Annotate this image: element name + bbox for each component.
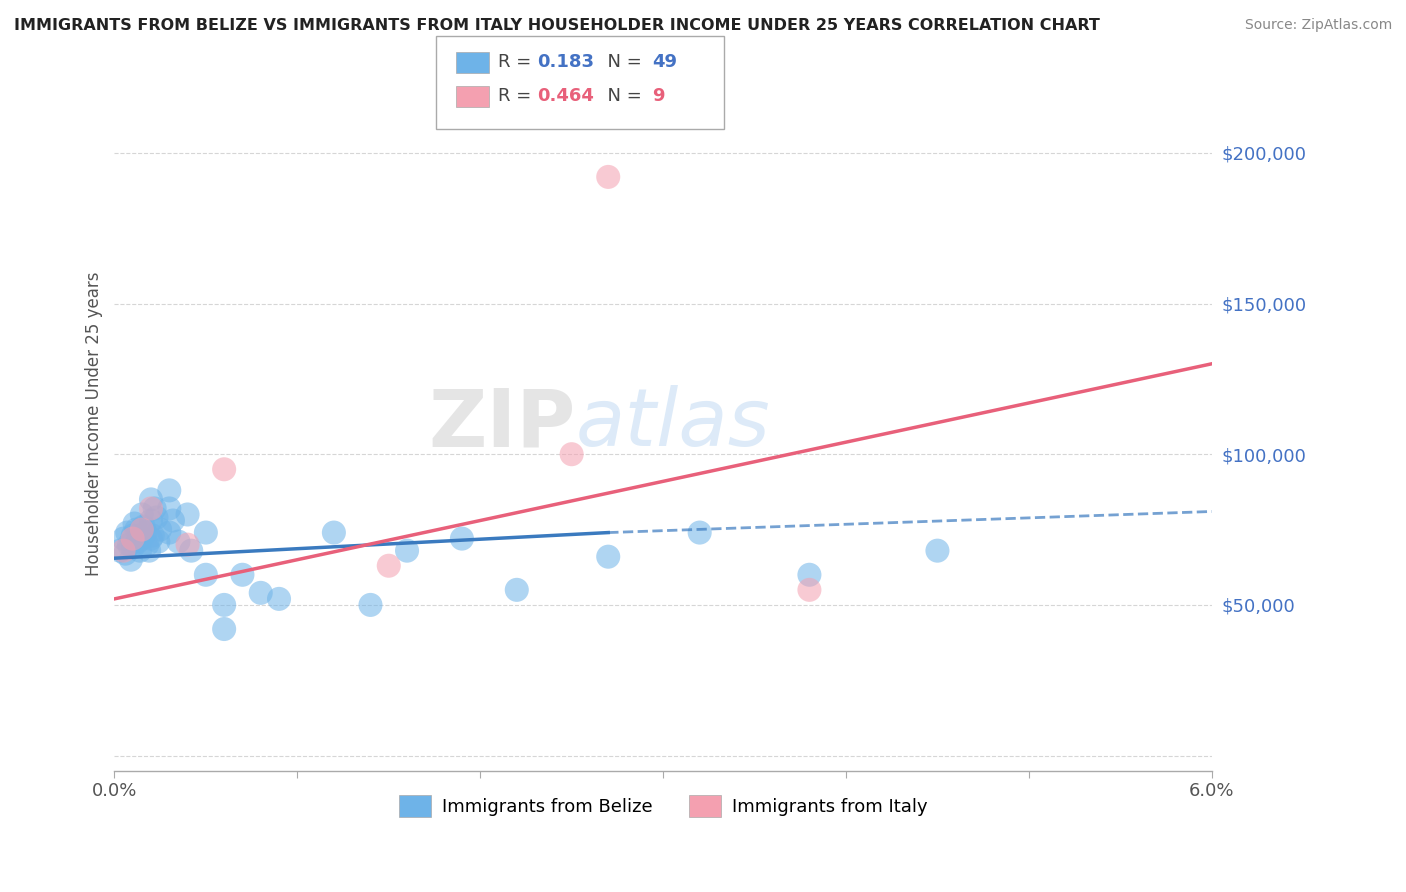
Point [167, 534, 190, 549]
Text: 9: 9 [652, 87, 665, 105]
Text: atlas: atlas [575, 385, 770, 463]
Point [598, 169, 620, 184]
Text: N =: N = [596, 54, 648, 71]
Point [506, 582, 529, 597]
Point [194, 567, 217, 582]
Point [142, 528, 165, 542]
Point [322, 525, 344, 540]
Point [157, 501, 180, 516]
Text: Source: ZipAtlas.com: Source: ZipAtlas.com [1244, 18, 1392, 32]
Text: R =: R = [498, 87, 537, 105]
Point [180, 543, 202, 558]
Point [249, 586, 271, 600]
Point [212, 598, 235, 612]
Point [162, 514, 184, 528]
Point [114, 547, 136, 561]
Point [799, 567, 821, 582]
Point [139, 501, 162, 516]
Point [231, 567, 253, 582]
Point [136, 538, 159, 552]
Point [121, 532, 143, 546]
Point [115, 525, 138, 540]
Point [124, 516, 146, 531]
Point [139, 532, 162, 546]
Point [359, 598, 381, 612]
Point [194, 525, 217, 540]
Text: IMMIGRANTS FROM BELIZE VS IMMIGRANTS FROM ITALY HOUSEHOLDER INCOME UNDER 25 YEAR: IMMIGRANTS FROM BELIZE VS IMMIGRANTS FRO… [14, 18, 1099, 33]
Point [145, 510, 167, 524]
Y-axis label: Householder Income Under 25 years: Householder Income Under 25 years [86, 272, 103, 576]
Point [125, 523, 148, 537]
Point [120, 552, 142, 566]
Point [131, 508, 153, 522]
Text: ZIP: ZIP [427, 385, 575, 463]
Text: 0.183: 0.183 [537, 54, 595, 71]
Point [799, 582, 821, 597]
Point [212, 462, 235, 476]
Point [134, 525, 156, 540]
Legend: Immigrants from Belize, Immigrants from Italy: Immigrants from Belize, Immigrants from … [391, 788, 935, 824]
Point [121, 541, 143, 555]
Point [157, 525, 180, 540]
Text: 0.464: 0.464 [537, 87, 593, 105]
Point [132, 519, 155, 533]
Point [689, 525, 711, 540]
Point [598, 549, 620, 564]
Text: N =: N = [596, 87, 648, 105]
Point [129, 543, 152, 558]
Point [561, 447, 583, 461]
Point [212, 622, 235, 636]
Point [396, 543, 419, 558]
Point [112, 543, 135, 558]
Point [127, 534, 149, 549]
Point [131, 532, 153, 546]
Point [176, 538, 198, 552]
Point [148, 534, 170, 549]
Point [176, 508, 198, 522]
Point [121, 528, 143, 542]
Point [139, 492, 162, 507]
Point [149, 523, 172, 537]
Point [118, 538, 141, 552]
Point [451, 532, 474, 546]
Text: 49: 49 [652, 54, 678, 71]
Point [131, 523, 153, 537]
Point [112, 532, 135, 546]
Point [927, 543, 949, 558]
Point [143, 501, 166, 516]
Text: R =: R = [498, 54, 537, 71]
Point [108, 543, 131, 558]
Point [377, 558, 399, 573]
Point [138, 543, 160, 558]
Point [267, 591, 290, 606]
Point [157, 483, 180, 498]
Point [139, 514, 162, 528]
